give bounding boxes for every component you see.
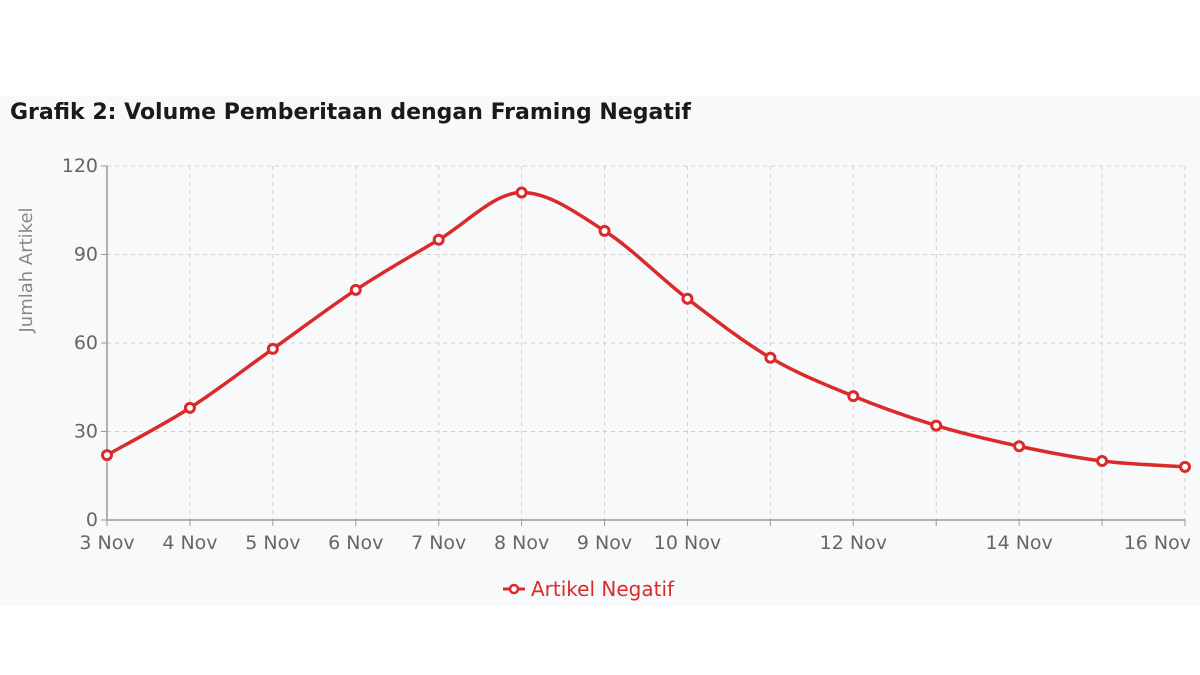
chart-panel [0, 96, 1200, 606]
x-tick-label: 6 Nov [328, 532, 383, 554]
x-tick-label: 16 Nov [1124, 532, 1191, 554]
x-tick-label: 10 Nov [654, 532, 721, 554]
data-point [101, 449, 113, 462]
data-point [764, 351, 777, 364]
axes [101, 165, 1186, 526]
y-tick-label: 60 [74, 332, 98, 354]
data-point [266, 342, 279, 355]
series-group [101, 186, 1191, 473]
x-tick-label: 14 Nov [985, 532, 1052, 554]
y-tick-label: 0 [86, 509, 98, 531]
x-tick-label: 3 Nov [79, 532, 134, 554]
y-axis-ticks: 0 30 60 90 120 [62, 155, 98, 531]
data-point [1013, 440, 1026, 453]
data-point [432, 233, 445, 246]
y-tick-label: 30 [74, 421, 98, 443]
y-axis-label: Jumlah Artikel [16, 207, 37, 333]
x-tick-label: 12 Nov [820, 532, 887, 554]
data-point [349, 283, 362, 296]
chart-title: Grafik 2: Volume Pemberitaan dengan Fram… [10, 100, 691, 125]
data-point [183, 401, 196, 414]
y-tick-label: 90 [74, 244, 98, 266]
data-point [930, 419, 943, 432]
data-point [1096, 455, 1109, 467]
data-point [681, 292, 694, 305]
x-tick-label: 5 Nov [245, 532, 300, 554]
data-point [1179, 460, 1191, 473]
y-tick-label: 120 [62, 155, 98, 177]
x-tick-label: 9 Nov [577, 532, 632, 554]
data-point [515, 186, 528, 199]
x-tick-label: 7 Nov [411, 532, 466, 554]
legend-label: Artikel Negatif [531, 577, 675, 601]
x-tick-label: 4 Nov [162, 532, 217, 554]
legend[interactable]: Artikel Negatif [503, 577, 675, 601]
grid-lines [107, 165, 1186, 520]
legend-marker-icon [508, 583, 520, 595]
x-axis-ticks: 3 Nov 4 Nov 5 Nov 6 Nov 7 Nov 8 Nov 9 Nov 10 No… [79, 532, 1191, 554]
data-point [847, 390, 860, 403]
data-point [598, 224, 611, 237]
series-line [106, 190, 1186, 469]
x-tick-label: 8 Nov [494, 532, 549, 554]
